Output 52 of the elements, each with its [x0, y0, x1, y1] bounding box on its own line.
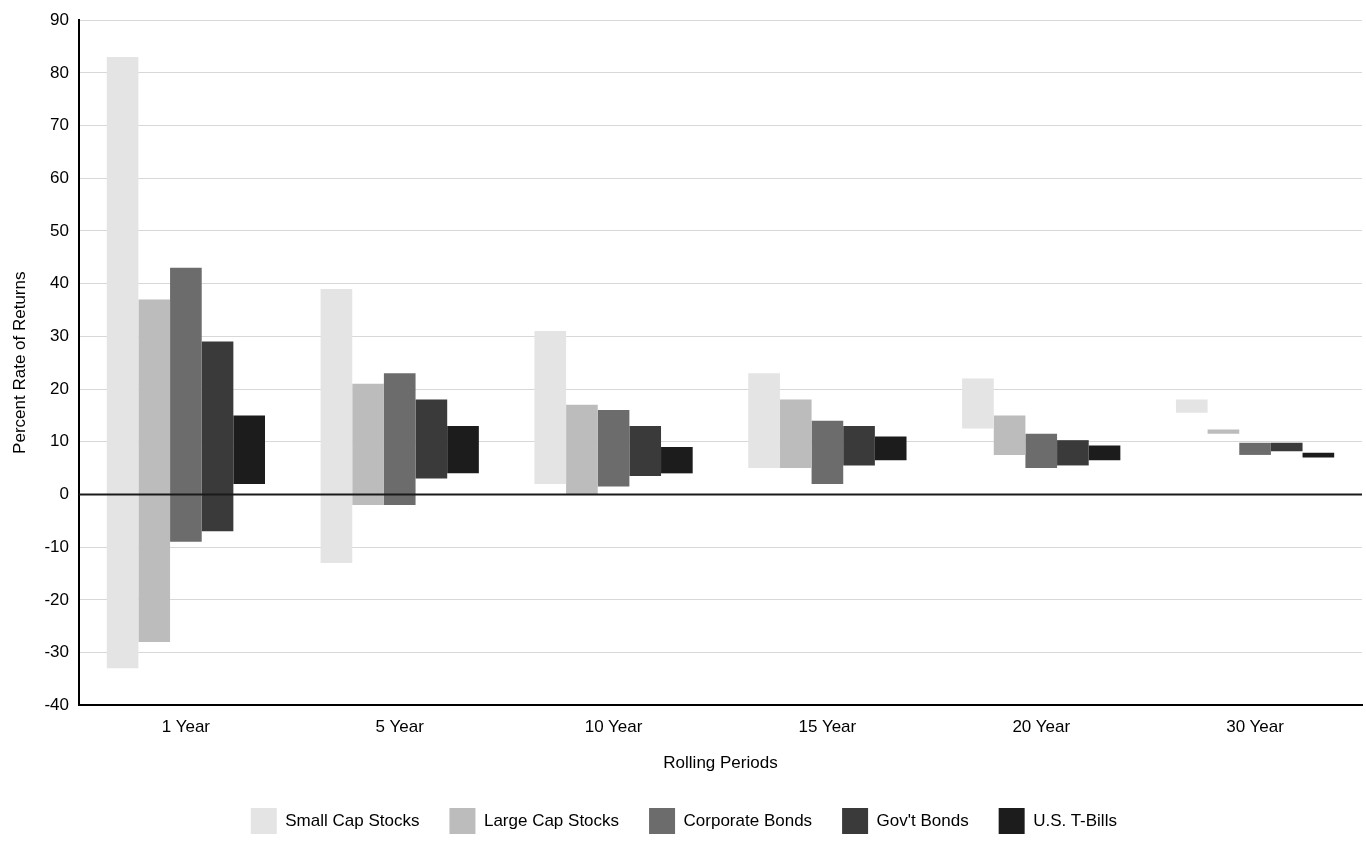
- bar: [1207, 429, 1240, 434]
- bar: [993, 415, 1026, 455]
- y-tick-label: 40: [50, 273, 69, 293]
- y-tick-label: 50: [50, 220, 69, 240]
- bar: [138, 299, 171, 642]
- bar: [1239, 442, 1271, 455]
- x-tick-label: 15 Year: [798, 717, 857, 737]
- x-tick-label: 1 Year: [161, 717, 211, 737]
- x-tick-label: 10 Year: [584, 717, 643, 737]
- x-axis-title: Rolling Periods: [663, 753, 778, 773]
- bar: [874, 436, 907, 461]
- bar: [629, 425, 662, 476]
- y-tick-label: -20: [44, 589, 69, 609]
- y-tick-label: 30: [50, 326, 69, 346]
- legend-label: Corporate Bonds: [683, 810, 813, 830]
- x-tick-label: 30 Year: [1226, 717, 1285, 737]
- bar: [597, 410, 630, 487]
- bar: [447, 425, 479, 474]
- y-tick-label: -30: [44, 642, 69, 662]
- legend-label: Small Cap Stocks: [285, 810, 420, 830]
- y-tick-label: 70: [50, 115, 69, 135]
- bar: [352, 383, 384, 505]
- y-tick-label: 20: [50, 378, 69, 398]
- bar: [1088, 445, 1121, 461]
- x-tick-label: 20 Year: [1012, 717, 1071, 737]
- y-tick-label: 80: [50, 62, 69, 82]
- bar: [1175, 399, 1208, 413]
- bar: [1270, 442, 1303, 452]
- bar: [779, 399, 812, 469]
- bar: [170, 267, 202, 542]
- bar: [661, 447, 693, 474]
- y-tick-label: 0: [59, 484, 69, 504]
- bar: [201, 341, 234, 532]
- bar: [415, 399, 448, 479]
- legend-label: Large Cap Stocks: [483, 810, 620, 830]
- bar: [1057, 440, 1089, 466]
- x-tick-label: 5 Year: [375, 717, 425, 737]
- y-tick-label: 90: [50, 9, 69, 29]
- bar: [566, 404, 598, 494]
- bar: [843, 425, 875, 466]
- y-tick-label: 60: [50, 167, 69, 187]
- y-tick-label: -10: [44, 536, 69, 556]
- bar: [233, 415, 266, 484]
- bar: [811, 420, 844, 484]
- legend-label: Gov't Bonds: [876, 810, 969, 830]
- y-tick-label: 10: [50, 431, 69, 451]
- bar: [1025, 433, 1058, 469]
- bar: [1302, 452, 1335, 458]
- legend-label: U.S. T-Bills: [1033, 810, 1117, 830]
- bar: [383, 373, 416, 505]
- y-axis-title: Percent Rate of Returns: [9, 271, 29, 454]
- y-tick-label: -40: [44, 694, 69, 714]
